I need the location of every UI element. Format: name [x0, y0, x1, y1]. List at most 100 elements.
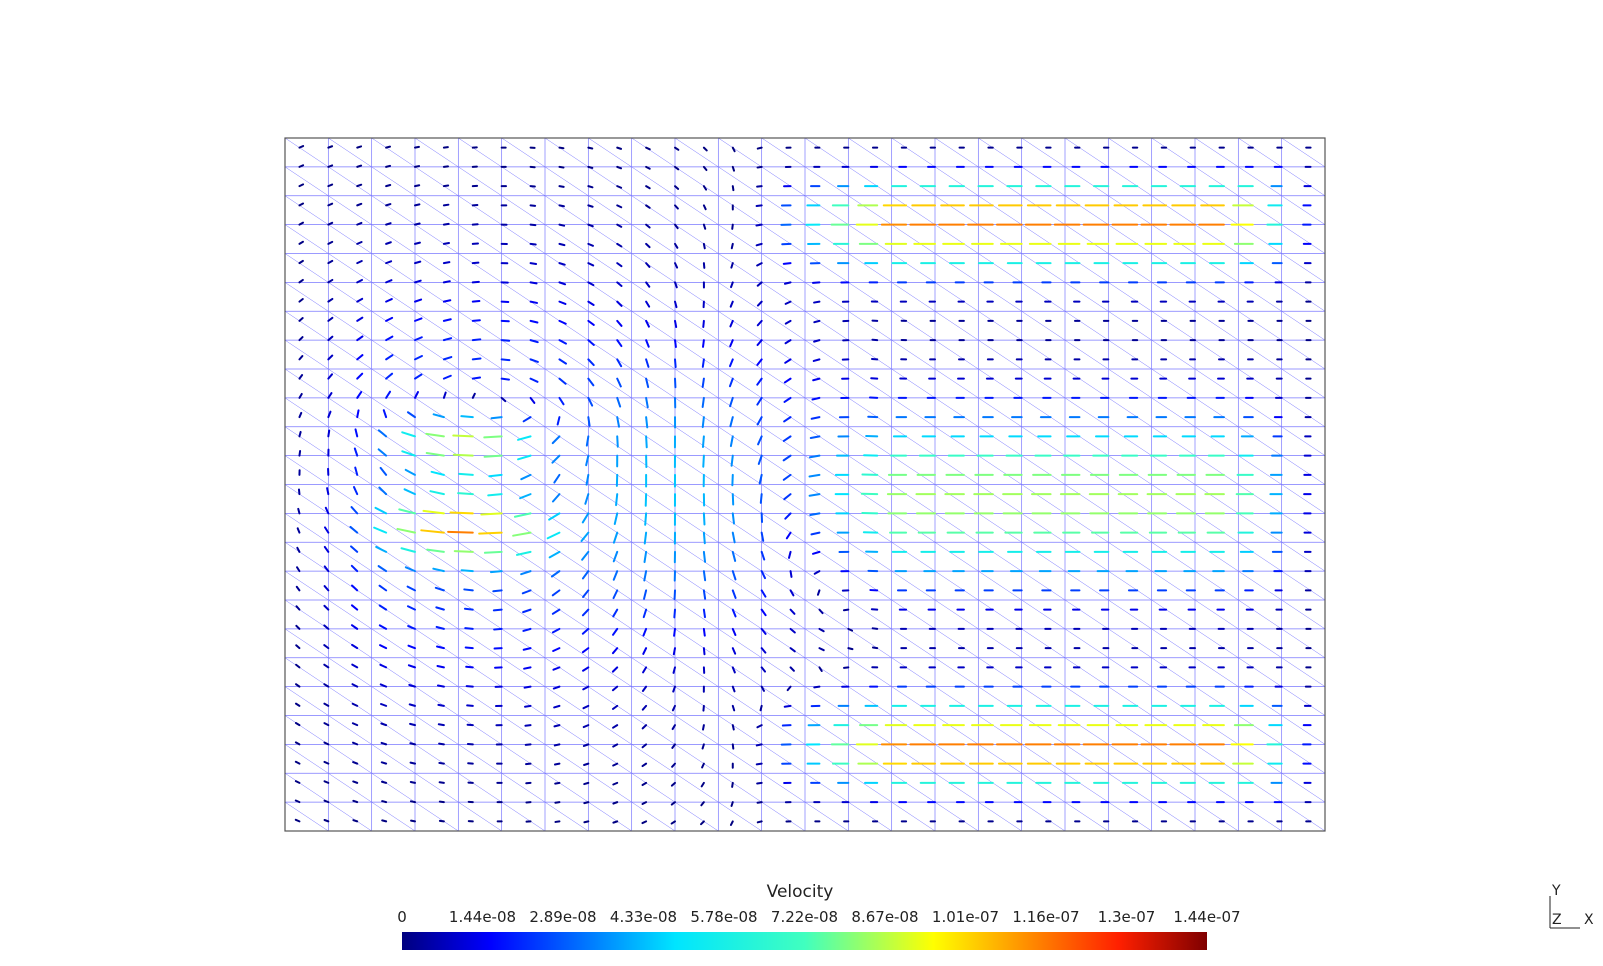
mesh-line — [675, 716, 718, 745]
mesh-line — [675, 658, 718, 687]
mesh-line — [1022, 658, 1065, 687]
mesh-line — [372, 658, 415, 687]
velocity-arrow — [473, 378, 480, 379]
velocity-arrow — [325, 527, 328, 532]
velocity-arrow — [675, 205, 678, 208]
mesh-line — [545, 456, 588, 485]
mesh-line — [588, 744, 631, 773]
velocity-arrow — [384, 410, 386, 417]
velocity-arrow — [401, 548, 415, 552]
velocity-arrow — [730, 379, 733, 387]
velocity-arrow — [298, 509, 299, 513]
legend-tick: 7.22e-08 — [771, 908, 838, 926]
legend-tick: 8.67e-08 — [851, 908, 918, 926]
velocity-arrow — [785, 359, 790, 362]
mesh-line — [1282, 744, 1325, 773]
mesh-line — [1065, 802, 1108, 831]
legend-title: Velocity — [700, 882, 900, 902]
mesh-line — [458, 398, 501, 427]
mesh-line — [415, 629, 458, 658]
mesh-line — [718, 167, 761, 196]
mesh-line — [328, 369, 371, 398]
velocity-arrow — [386, 147, 390, 148]
mesh-line — [1238, 773, 1281, 802]
velocity-arrow — [814, 302, 819, 303]
velocity-arrow — [588, 359, 593, 365]
velocity-arrow — [643, 667, 646, 672]
velocity-arrow — [613, 802, 617, 803]
velocity-arrow — [645, 513, 646, 524]
mesh-line — [848, 744, 891, 773]
mesh-line — [718, 369, 761, 398]
velocity-arrow — [531, 379, 538, 382]
mesh-line — [458, 629, 501, 658]
velocity-arrow — [613, 783, 617, 785]
velocity-arrow — [584, 783, 588, 784]
mesh-line — [502, 398, 545, 427]
velocity-arrow — [784, 436, 791, 441]
velocity-arrow — [733, 706, 734, 710]
mesh-line — [805, 542, 848, 571]
velocity-arrow — [357, 410, 358, 417]
velocity-arrow — [513, 533, 530, 536]
velocity-arrow — [299, 146, 303, 148]
mesh-line — [588, 687, 631, 716]
velocity-arrow — [814, 359, 820, 361]
velocity-arrow — [672, 783, 675, 786]
mesh-line — [762, 167, 805, 196]
velocity-arrow — [297, 548, 299, 552]
velocity-arrow — [617, 359, 621, 366]
velocity-arrow — [756, 225, 761, 226]
mesh-line — [502, 167, 545, 196]
velocity-arrow — [582, 552, 588, 560]
velocity-arrow — [757, 725, 761, 727]
velocity-arrow — [559, 244, 564, 245]
mesh-line — [935, 773, 978, 802]
velocity-arrow — [613, 725, 617, 728]
mesh-line — [892, 513, 935, 542]
mesh-line — [372, 687, 415, 716]
velocity-arrow — [757, 186, 762, 187]
velocity-arrow — [324, 606, 328, 610]
mesh-line — [892, 311, 935, 340]
velocity-arrow — [553, 629, 560, 632]
velocity-arrow — [675, 225, 678, 229]
velocity-arrow — [518, 436, 531, 439]
velocity-arrow — [489, 475, 501, 476]
mesh-line — [978, 773, 1021, 802]
mesh-line — [588, 427, 631, 456]
mesh-line — [848, 600, 891, 629]
velocity-arrow — [553, 667, 559, 669]
mesh-line — [588, 398, 631, 427]
velocity-arrow — [328, 337, 332, 340]
velocity-arrow — [555, 821, 559, 822]
mesh-line — [372, 311, 415, 340]
mesh-line — [285, 773, 328, 802]
velocity-arrow — [517, 552, 531, 555]
velocity-arrow — [297, 567, 299, 571]
mesh-line — [502, 196, 545, 225]
mesh-line — [372, 513, 415, 542]
velocity-arrow — [813, 552, 819, 554]
mesh-line — [632, 687, 675, 716]
mesh-line — [1065, 744, 1108, 773]
mesh-line — [1195, 282, 1238, 311]
mesh-line — [328, 138, 371, 167]
mesh-line — [848, 282, 891, 311]
mesh-line — [328, 773, 371, 802]
mesh-line — [285, 542, 328, 571]
mesh-line — [502, 427, 545, 456]
velocity-arrow — [672, 744, 675, 748]
mesh-line — [762, 196, 805, 225]
mesh-line — [935, 282, 978, 311]
velocity-arrow — [491, 571, 502, 572]
mesh-line — [762, 225, 805, 254]
mesh-line — [1282, 369, 1325, 398]
mesh-line — [415, 398, 458, 427]
mesh-line — [675, 311, 718, 340]
velocity-arrow — [325, 586, 329, 590]
velocity-arrow — [299, 356, 302, 359]
mesh-line — [1108, 716, 1151, 745]
velocity-arrow — [444, 166, 448, 167]
